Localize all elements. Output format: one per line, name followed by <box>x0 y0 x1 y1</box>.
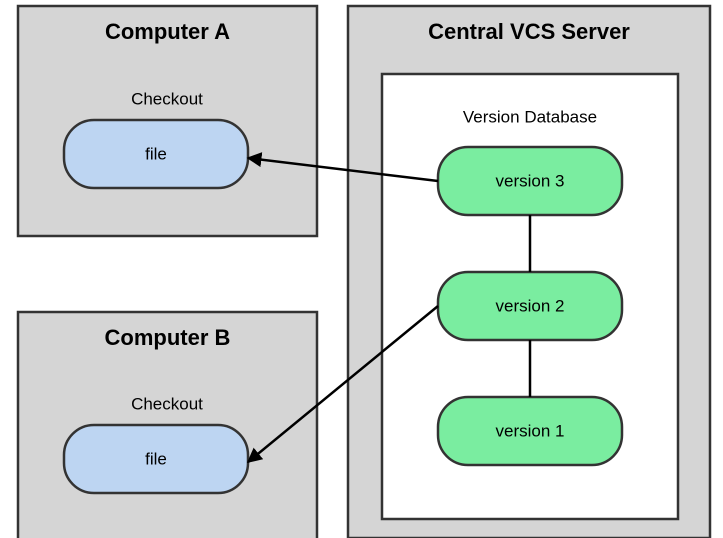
computer-a-panel-title: Computer A <box>105 19 230 44</box>
computer-a-checkout-label: Checkout <box>131 89 203 108</box>
computer-b-panel-title: Computer B <box>105 325 231 350</box>
version-database-label: Version Database <box>463 107 597 126</box>
version-node-2-label: version 2 <box>496 296 565 315</box>
server-panel-title: Central VCS Server <box>428 19 630 44</box>
computer-a-file-label: file <box>145 144 167 163</box>
version-node-3-label: version 3 <box>496 171 565 190</box>
computer-b-checkout-label: Checkout <box>131 394 203 413</box>
vcs-diagram: Computer A Checkout file Computer B Checkout… <box>0 0 723 538</box>
version-node-1-label: version 1 <box>496 421 565 440</box>
computer-b-file-label: file <box>145 449 167 468</box>
